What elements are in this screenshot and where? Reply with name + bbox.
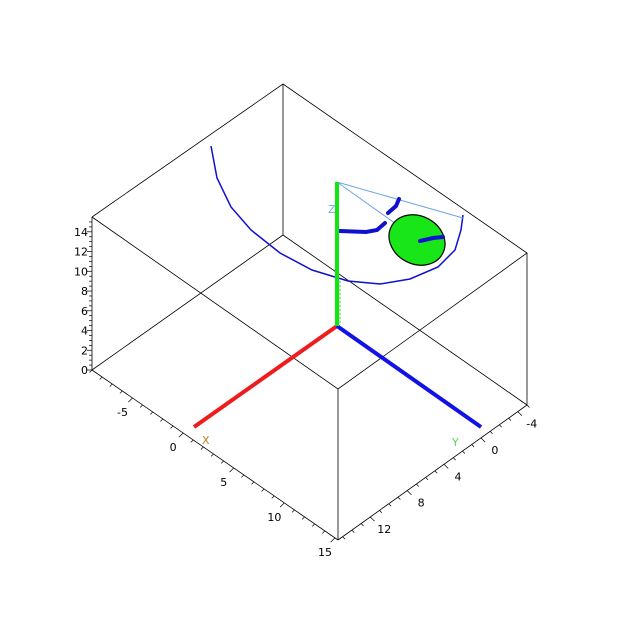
tick-mark bbox=[89, 369, 93, 373]
x-tick-label: 5 bbox=[220, 476, 227, 489]
tick-mark bbox=[312, 523, 315, 527]
tick-mark bbox=[425, 477, 429, 481]
tick-mark bbox=[99, 376, 103, 380]
x-axis-line bbox=[192, 324, 339, 429]
tick-mark bbox=[261, 488, 265, 492]
tick-mark bbox=[150, 411, 153, 415]
thick-curve-segments bbox=[338, 197, 445, 243]
tick-mark bbox=[241, 474, 245, 478]
tick-mark bbox=[480, 437, 486, 443]
bounding-box bbox=[91, 83, 528, 541]
box-edge bbox=[91, 369, 339, 541]
thick-segment bbox=[386, 197, 401, 215]
z-tick-label: 6 bbox=[81, 305, 88, 318]
y-tick-label: 0 bbox=[491, 444, 498, 457]
tick-mark bbox=[379, 510, 383, 514]
tick-mark bbox=[170, 425, 174, 429]
tick-mark bbox=[200, 446, 204, 450]
tick-mark bbox=[388, 503, 392, 507]
tick-mark bbox=[251, 481, 255, 485]
thick-segment bbox=[338, 221, 387, 235]
z-tick-label: 14 bbox=[74, 226, 88, 239]
y-tick-label: 8 bbox=[418, 497, 425, 510]
tick-mark bbox=[397, 496, 401, 500]
y-tick-label: -4 bbox=[526, 418, 537, 431]
tick-mark bbox=[178, 432, 184, 438]
tick-mark bbox=[517, 411, 523, 417]
large-arc-curve bbox=[210, 145, 464, 285]
tick-mark bbox=[160, 418, 164, 422]
tick-mark bbox=[462, 450, 466, 454]
tick-mark bbox=[119, 390, 123, 394]
tick-mark bbox=[443, 464, 449, 469]
tick-mark bbox=[271, 495, 275, 499]
y-tick-labels: -4 0 4 8 12 bbox=[377, 418, 537, 536]
y-tick-label: 12 bbox=[377, 523, 391, 536]
z-tick-label: 12 bbox=[74, 246, 88, 259]
tick-mark bbox=[351, 529, 355, 533]
box-edge bbox=[91, 234, 284, 371]
tick-mark bbox=[434, 470, 438, 474]
x-tick-label: 0 bbox=[170, 441, 177, 454]
tick-mark bbox=[109, 383, 113, 387]
tick-mark bbox=[489, 431, 493, 435]
x-tick-label: 10 bbox=[267, 511, 281, 524]
z-axis-letter: Z bbox=[328, 203, 336, 216]
tick-mark bbox=[360, 523, 364, 527]
tick-mark bbox=[406, 490, 412, 496]
tick-mark bbox=[210, 453, 214, 457]
z-tick-labels: 14 12 10 8 6 4 2 0 bbox=[74, 226, 88, 377]
green-disk bbox=[388, 214, 446, 266]
tick-mark bbox=[508, 417, 512, 421]
tick-mark bbox=[342, 536, 346, 540]
box-edge bbox=[337, 404, 528, 541]
z-tick-label: 0 bbox=[81, 364, 88, 377]
tick-mark bbox=[229, 467, 234, 473]
x-tick-label: 15 bbox=[318, 546, 332, 559]
x-tick-label: -5 bbox=[117, 406, 128, 419]
tick-mark bbox=[301, 516, 305, 520]
tick-mark bbox=[128, 397, 133, 403]
tick-marks bbox=[87, 221, 530, 543]
tick-mark bbox=[471, 444, 475, 448]
x-axis-letter: X bbox=[202, 434, 210, 447]
y-axis-letter: Y bbox=[451, 436, 459, 449]
tick-mark bbox=[220, 460, 224, 464]
tick-mark bbox=[190, 439, 194, 443]
z-tick-label: 2 bbox=[81, 344, 88, 357]
tick-mark bbox=[279, 502, 285, 508]
tick-mark bbox=[416, 483, 420, 487]
tick-mark bbox=[330, 537, 336, 543]
z-tick-label: 8 bbox=[81, 285, 88, 298]
tick-mark bbox=[139, 404, 143, 408]
tick-mark bbox=[452, 457, 456, 461]
z-tick-label: 4 bbox=[81, 325, 88, 338]
tick-mark bbox=[499, 424, 503, 428]
tick-mark bbox=[291, 509, 295, 513]
z-tick-label: 10 bbox=[74, 265, 88, 278]
z-axis-ticks bbox=[337, 281, 341, 323]
box-edge bbox=[282, 234, 528, 406]
tick-mark bbox=[322, 530, 326, 534]
tick-mark bbox=[370, 516, 375, 522]
thick-segment bbox=[418, 235, 445, 243]
y-tick-label: 4 bbox=[455, 470, 462, 483]
x-tick-labels: -5 0 5 10 15 bbox=[117, 406, 332, 559]
tick-mark bbox=[526, 404, 530, 408]
y-axis-line bbox=[335, 324, 483, 429]
